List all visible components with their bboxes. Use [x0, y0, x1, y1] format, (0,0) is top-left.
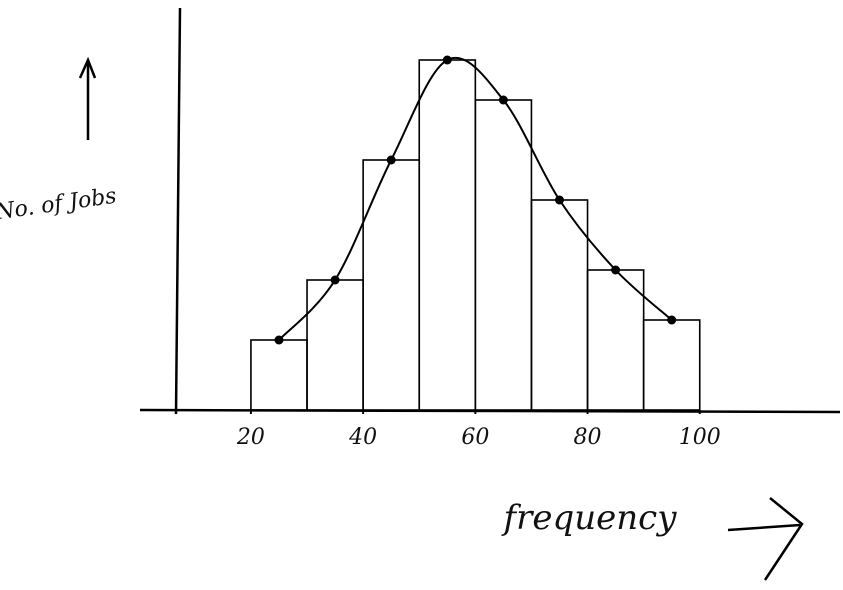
- frequency-curve: [278, 57, 673, 341]
- x-tick-label: 40: [348, 425, 377, 450]
- x-tick-label: 100: [679, 425, 721, 450]
- y-axis: [174, 7, 182, 415]
- x-tick-label: 20: [236, 425, 265, 450]
- midpoint-dot: [498, 95, 508, 105]
- y-arrow: [78, 56, 97, 140]
- bar: [418, 59, 477, 411]
- midpoint-dot: [274, 335, 284, 345]
- bar: [362, 159, 421, 411]
- midpoint-dot: [611, 265, 621, 275]
- x-arrow: [727, 497, 804, 581]
- bar: [642, 319, 701, 411]
- bar: [474, 99, 533, 411]
- midpoint-dot: [330, 275, 340, 285]
- y-axis-label: No. of Jobs: [0, 184, 118, 226]
- bar: [530, 199, 589, 411]
- midpoint-dot: [442, 55, 452, 65]
- midpoint-dot: [554, 195, 564, 205]
- x-tick-label: 60: [461, 425, 489, 450]
- bar: [586, 269, 645, 411]
- x-tick-label: 80: [574, 425, 602, 450]
- bar: [306, 279, 364, 411]
- midpoint-dot: [386, 155, 396, 165]
- bar: [250, 339, 308, 411]
- midpoint-dot: [667, 315, 677, 325]
- x-axis-label: frequency: [501, 498, 678, 538]
